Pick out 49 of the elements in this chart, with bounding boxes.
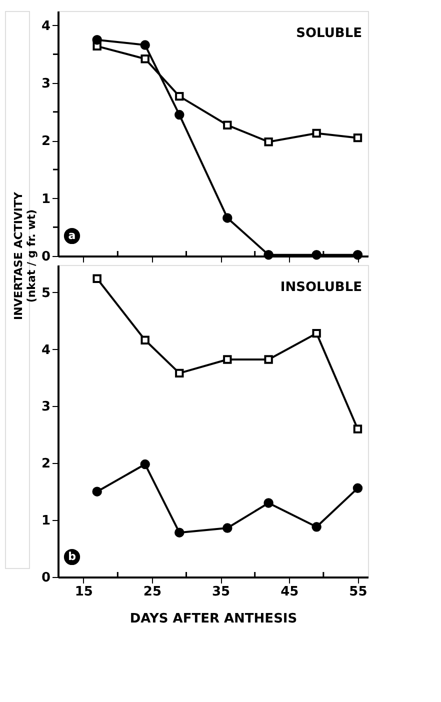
y-tick-label: 2 [41,456,50,472]
text: SOLUBLE [296,26,362,41]
point [223,355,232,364]
point [140,459,150,470]
y-tick-label: 4 [41,18,50,34]
point [92,34,102,45]
y-tick-label: 2 [41,134,50,150]
point [140,40,150,50]
annotation: b [68,550,76,563]
point [312,522,322,532]
y-tick-label: 4 [41,342,50,358]
text: INSOLUBLE [280,280,362,295]
point [264,138,273,146]
point [174,110,184,120]
y-tick-label: 1 [41,192,50,207]
x-tick-label: 25 [143,584,162,600]
x-tick-label: 55 [349,584,368,600]
point [352,250,363,260]
point [264,250,274,260]
point [312,128,321,138]
point [92,274,102,284]
point [264,498,274,508]
x-axis-title: DAYS AFTER ANTHESIS [130,612,298,626]
point [353,133,362,142]
point [92,486,102,496]
y-tick-label: 5 [41,286,50,301]
point [175,92,184,101]
point [264,355,273,364]
point [222,523,232,533]
point [223,120,232,130]
point [140,54,150,64]
y-tick-label: 3 [41,76,50,92]
point [174,528,184,538]
y-tick-label: 0 [41,250,50,264]
point [352,483,363,494]
x-tick-label: 35 [212,584,230,600]
y-tick-label: 0 [41,570,50,586]
point [312,250,322,260]
point [175,368,184,378]
point [312,328,321,338]
x-tick-label: 45 [280,584,299,600]
point [140,336,150,345]
point [353,424,362,434]
y-tick-label: 3 [41,400,50,415]
y-axis-title: INVERTASE ACTIVITY (nkat / g fr. wt) [12,190,38,320]
point [222,213,232,223]
y-tick-label: 1 [41,514,50,529]
annotation: a [68,229,76,242]
x-tick-label: 15 [74,584,93,600]
